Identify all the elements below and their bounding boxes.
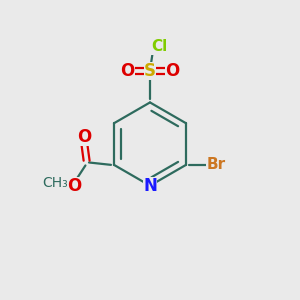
Text: N: N: [143, 177, 157, 195]
Text: O: O: [68, 177, 82, 195]
Text: CH₃: CH₃: [43, 176, 68, 190]
Text: S: S: [144, 62, 156, 80]
Text: O: O: [166, 62, 180, 80]
Text: O: O: [77, 128, 92, 146]
Text: Cl: Cl: [151, 39, 167, 54]
Text: O: O: [120, 62, 134, 80]
Text: Br: Br: [206, 158, 225, 172]
